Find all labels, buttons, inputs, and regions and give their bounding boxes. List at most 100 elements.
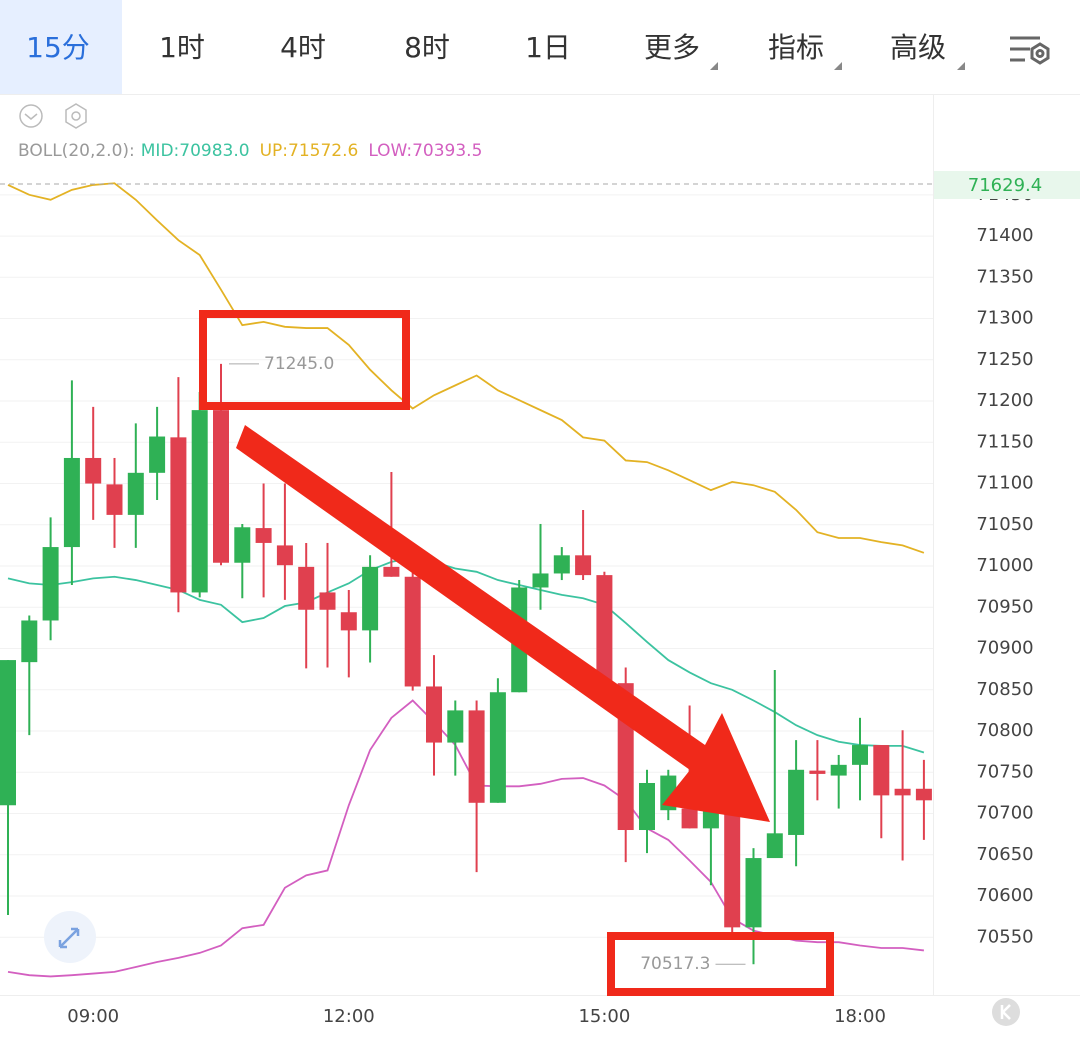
collapse-chevron [24,113,38,120]
collapse-icon[interactable] [19,104,43,128]
boll-line [7,182,925,554]
boll-line [7,556,925,754]
candle-body [319,592,336,610]
legend-entry: LOW:70393.5 [368,141,482,161]
tab[interactable]: 指标 [768,31,824,64]
tab[interactable]: 高级 [890,31,946,64]
candle-body [788,769,805,835]
candle-body [830,764,847,776]
tab-bar: 15分 1时 4时 8时 1日 更多 指标 高级 [26,31,946,64]
expand-icon [58,927,80,949]
settings-hex-icon[interactable] [65,103,87,129]
tab[interactable]: 1日 [525,31,571,64]
trend-arrow [236,425,770,822]
candle-body [426,686,442,743]
x-tick-label: 18:00 [834,1006,886,1027]
candle-body [532,573,549,588]
candle-body [596,575,613,685]
candle-body [21,620,38,663]
candle-body [809,770,826,774]
candle-body [489,692,506,803]
y-tick-label: 70850 [976,679,1033,700]
y-tick-label: 71050 [976,514,1033,535]
dropdown-carets [710,62,965,70]
candle-body [639,782,655,831]
legend-entry: UP:71572.6 [260,141,359,161]
candle-body [106,484,123,515]
candle-body [0,660,16,806]
x-tick-label: 12:00 [323,1006,375,1027]
candle-body [213,410,229,563]
candle-body [873,745,890,796]
candle-body [404,576,421,687]
candle-body [127,472,144,515]
legend-entry: MID:70983.0 [141,141,250,161]
candle-body [85,457,102,484]
candle-body [894,788,911,796]
y-tick-label: 71150 [976,431,1033,452]
candle-body [63,457,80,548]
high-marker-label: 71245.0 [264,354,334,374]
candle-body [681,808,698,829]
settings-icon[interactable] [1010,36,1050,65]
candle-body [149,436,166,473]
y-tick-label: 70650 [976,844,1033,865]
y-tick-label: 70750 [976,761,1033,782]
legend: BOLL(20,2.0): MID:70983.0 UP:71572.6 LOW:70… [18,141,482,161]
candle-body [383,566,400,577]
candle-body [276,545,293,566]
low-marker-label: 70517.3 [640,954,710,974]
candle-body [255,528,272,543]
candle-body [170,437,187,593]
y-tick-label: 71300 [976,308,1033,329]
y-tick-label: 71350 [976,266,1033,287]
y-tick-label: 70950 [976,596,1033,617]
candle-body [724,811,741,928]
y-tick-label: 70600 [976,885,1033,906]
candle-body [340,612,357,631]
candle-body [575,555,592,576]
y-tick-label: 71400 [976,225,1033,246]
candle-body [745,858,762,928]
x-tick-label: 09:00 [67,1006,119,1027]
candle-body [766,833,783,859]
highlight-box-high [199,310,410,410]
x-tick-label: 15:00 [578,1006,630,1027]
tab[interactable]: 更多 [644,31,700,64]
highlight-box-low [607,932,834,996]
axes: 70550 70600 70650 70700 70750 70800 70850 70900… [67,184,1033,1027]
y-tick-label: 70550 [976,926,1033,947]
y-tick-label: 70700 [976,803,1033,824]
tab[interactable]: 8时 [404,31,450,64]
last-price-tag [934,171,1080,199]
candle-body [915,788,932,801]
tab[interactable]: 1时 [159,31,205,64]
tab[interactable]: 4时 [280,31,326,64]
annotations: 71245.0 70517.3 [229,354,746,974]
y-tick-label: 71200 [976,390,1033,411]
candle-body [852,745,868,765]
scroll-end-button[interactable] [992,998,1020,1026]
candle-body [362,566,379,631]
y-tick-label: 70900 [976,638,1033,659]
y-tick-label: 71100 [976,473,1033,494]
active-tab-bg [0,0,122,94]
indicator-label: BOLL(20,2.0): [18,141,135,161]
candles [0,363,932,965]
scroll-end-icon [1000,1004,1011,1020]
candle-body [468,710,485,803]
tab[interactable]: 15分 [26,31,90,64]
candle-body [42,547,59,621]
candle-body [234,527,251,563]
candle-body [191,410,208,593]
candle-body [447,710,464,743]
y-tick-label: 71250 [976,349,1033,370]
candle-body [702,810,719,829]
settings-hex-dot [71,111,81,121]
candle-body [298,566,315,610]
last-price: 71629.4 [968,175,1042,196]
y-tick-label: 70800 [976,720,1033,741]
candle-body [553,555,570,574]
